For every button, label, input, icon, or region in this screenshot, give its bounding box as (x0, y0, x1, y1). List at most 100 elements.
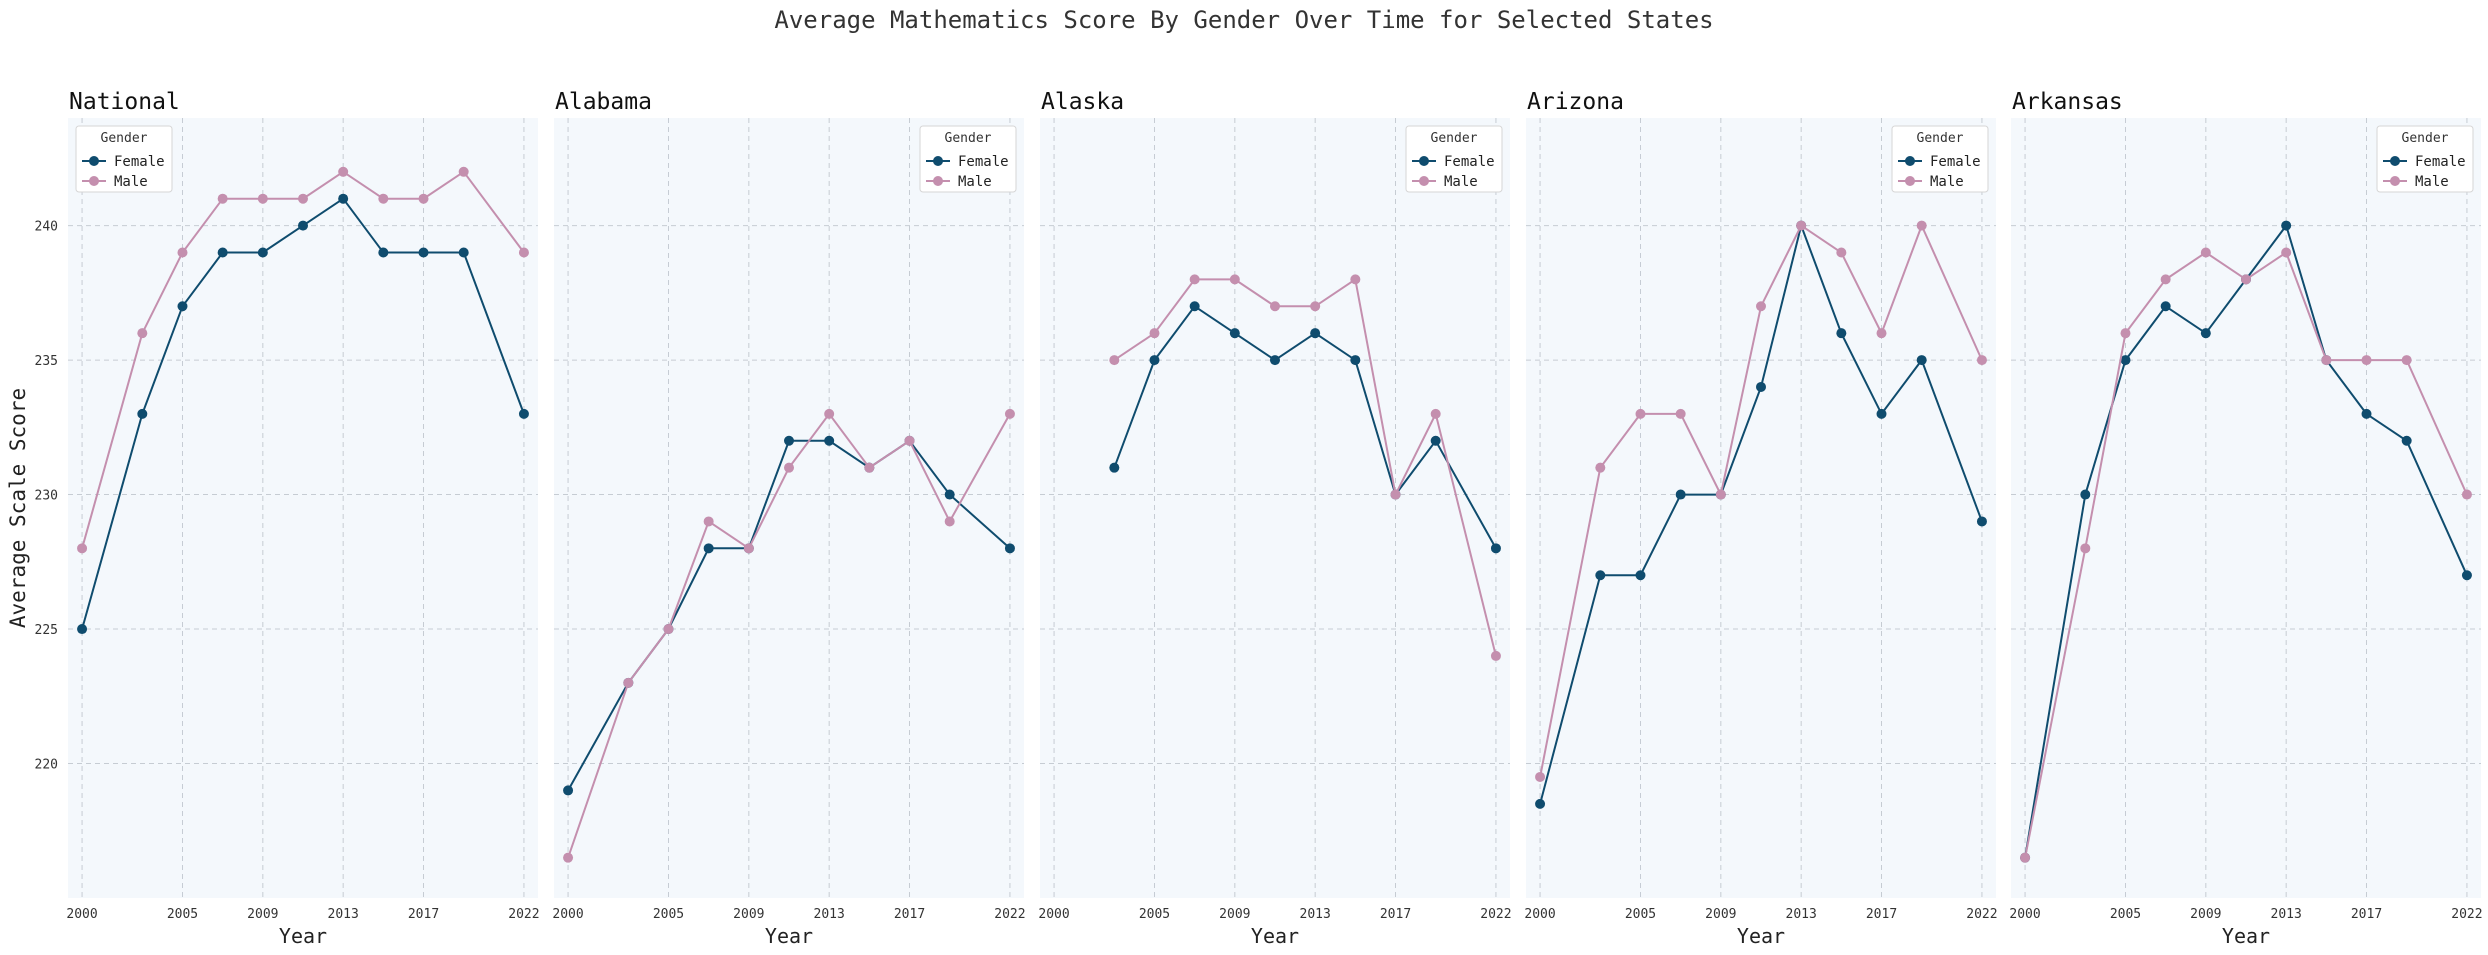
data-point-male (1390, 489, 1401, 500)
data-point-female (2401, 435, 2412, 446)
data-point-male (1270, 301, 1280, 312)
data-point-male (1430, 408, 1441, 419)
data-point-female (1756, 381, 1766, 392)
legend-box (1405, 125, 1503, 193)
legend-label-male: Male (1444, 174, 1478, 190)
data-point-female (1595, 570, 1606, 581)
legend-label-male: Male (958, 174, 992, 190)
legend: Gender Female Male (1405, 125, 1503, 193)
data-point-female (298, 220, 308, 231)
x-tick-label: 2005 (167, 907, 198, 922)
x-tick-label: 2009 (733, 907, 764, 922)
legend-label-male: Male (114, 174, 148, 190)
data-point-male (1715, 489, 1726, 500)
data-point-female (1916, 355, 1927, 366)
data-point-female (1976, 516, 1987, 527)
x-tick-label: 2013 (814, 907, 845, 922)
x-tick-label: 2022 (508, 907, 539, 922)
data-point-female (1675, 489, 1686, 500)
data-point-male (663, 624, 674, 635)
data-point-female (177, 301, 188, 312)
legend-swatch-marker (89, 156, 99, 166)
data-point-female (1149, 355, 1160, 366)
data-point-male (824, 408, 835, 419)
data-point-male (2200, 247, 2211, 258)
data-point-female (338, 193, 349, 204)
legend-title: Gender (1917, 131, 1964, 146)
data-point-male (518, 247, 529, 258)
data-point-female (458, 247, 469, 258)
y-tick-label: 220 (35, 758, 58, 773)
x-tick-label: 2013 (1300, 907, 1331, 922)
x-tick-label: 2022 (994, 907, 1025, 922)
x-axis-label: Year (1251, 924, 1299, 948)
data-point-female (1490, 543, 1501, 554)
data-point-male (2321, 355, 2332, 366)
y-tick-label: 240 (35, 220, 58, 235)
x-axis-label: Year (279, 924, 327, 948)
x-tick-label: 2009 (2190, 907, 2221, 922)
data-point-male (1310, 301, 1321, 312)
x-tick-label: 2017 (408, 907, 439, 922)
x-tick-label: 2000 (2009, 907, 2040, 922)
legend-title: Gender (2402, 131, 2449, 146)
series-line-male (1113, 277, 1497, 657)
legend-swatch-marker (1905, 156, 1915, 166)
x-tick-label: 2000 (1524, 907, 1555, 922)
panel-title: National (69, 89, 180, 115)
data-point-male (2241, 274, 2251, 285)
legend-box (1891, 125, 1989, 193)
plot-area (554, 118, 1024, 898)
x-tick-label: 2000 (552, 907, 583, 922)
x-tick-label: 2022 (1480, 907, 1511, 922)
legend-swatch-marker (1905, 176, 1915, 186)
legend-box (2376, 125, 2474, 193)
data-point-male (2361, 355, 2372, 366)
data-point-male (1535, 771, 1546, 782)
data-point-male (1675, 408, 1686, 419)
panel-title: Arizona (1527, 89, 1624, 115)
series-line-female (1113, 304, 1497, 549)
data-point-male (1595, 462, 1606, 473)
legend-label-male: Male (2415, 174, 2449, 190)
x-tick-label: 2005 (1625, 907, 1656, 922)
data-point-female (217, 247, 228, 258)
x-axis-label: Year (1737, 924, 1785, 948)
data-point-female (77, 624, 88, 635)
legend-swatch-marker (2390, 176, 2400, 186)
data-point-male (1876, 328, 1887, 339)
legend: Gender Female Male (2376, 125, 2474, 193)
chart-title: Average Mathematics Score By Gender Over… (774, 6, 1714, 34)
data-point-female (518, 408, 529, 419)
legend-label-female: Female (958, 154, 1009, 170)
data-point-male (563, 852, 574, 863)
x-tick-label: 2017 (2351, 907, 2382, 922)
data-point-female (2120, 355, 2131, 366)
data-point-male (177, 247, 188, 258)
data-point-female (1430, 435, 1441, 446)
data-point-female (1109, 462, 1120, 473)
y-tick-label: 235 (35, 354, 58, 369)
data-point-male (1796, 220, 1807, 231)
data-point-female (2080, 489, 2091, 500)
x-tick-label: 2005 (653, 907, 684, 922)
x-tick-label: 2022 (1966, 907, 1997, 922)
data-point-female (378, 247, 389, 258)
data-point-male (743, 543, 754, 554)
legend-swatch-marker (89, 176, 99, 186)
legend: Gender Female Male (919, 125, 1017, 193)
legend-swatch-marker (1419, 156, 1429, 166)
legend-title: Gender (1431, 131, 1478, 146)
data-point-male (2160, 274, 2171, 285)
legend-swatch-marker (2390, 156, 2400, 166)
x-tick-label: 2017 (1866, 907, 1897, 922)
data-point-female (2200, 328, 2211, 339)
data-point-male (2080, 543, 2091, 554)
panel-title: Alabama (555, 89, 652, 115)
legend: Gender Female Male (1891, 125, 1989, 193)
data-point-male (2401, 355, 2412, 366)
legend-box (75, 125, 173, 193)
data-point-male (298, 193, 308, 204)
data-point-female (137, 408, 148, 419)
legend-title: Gender (101, 131, 148, 146)
